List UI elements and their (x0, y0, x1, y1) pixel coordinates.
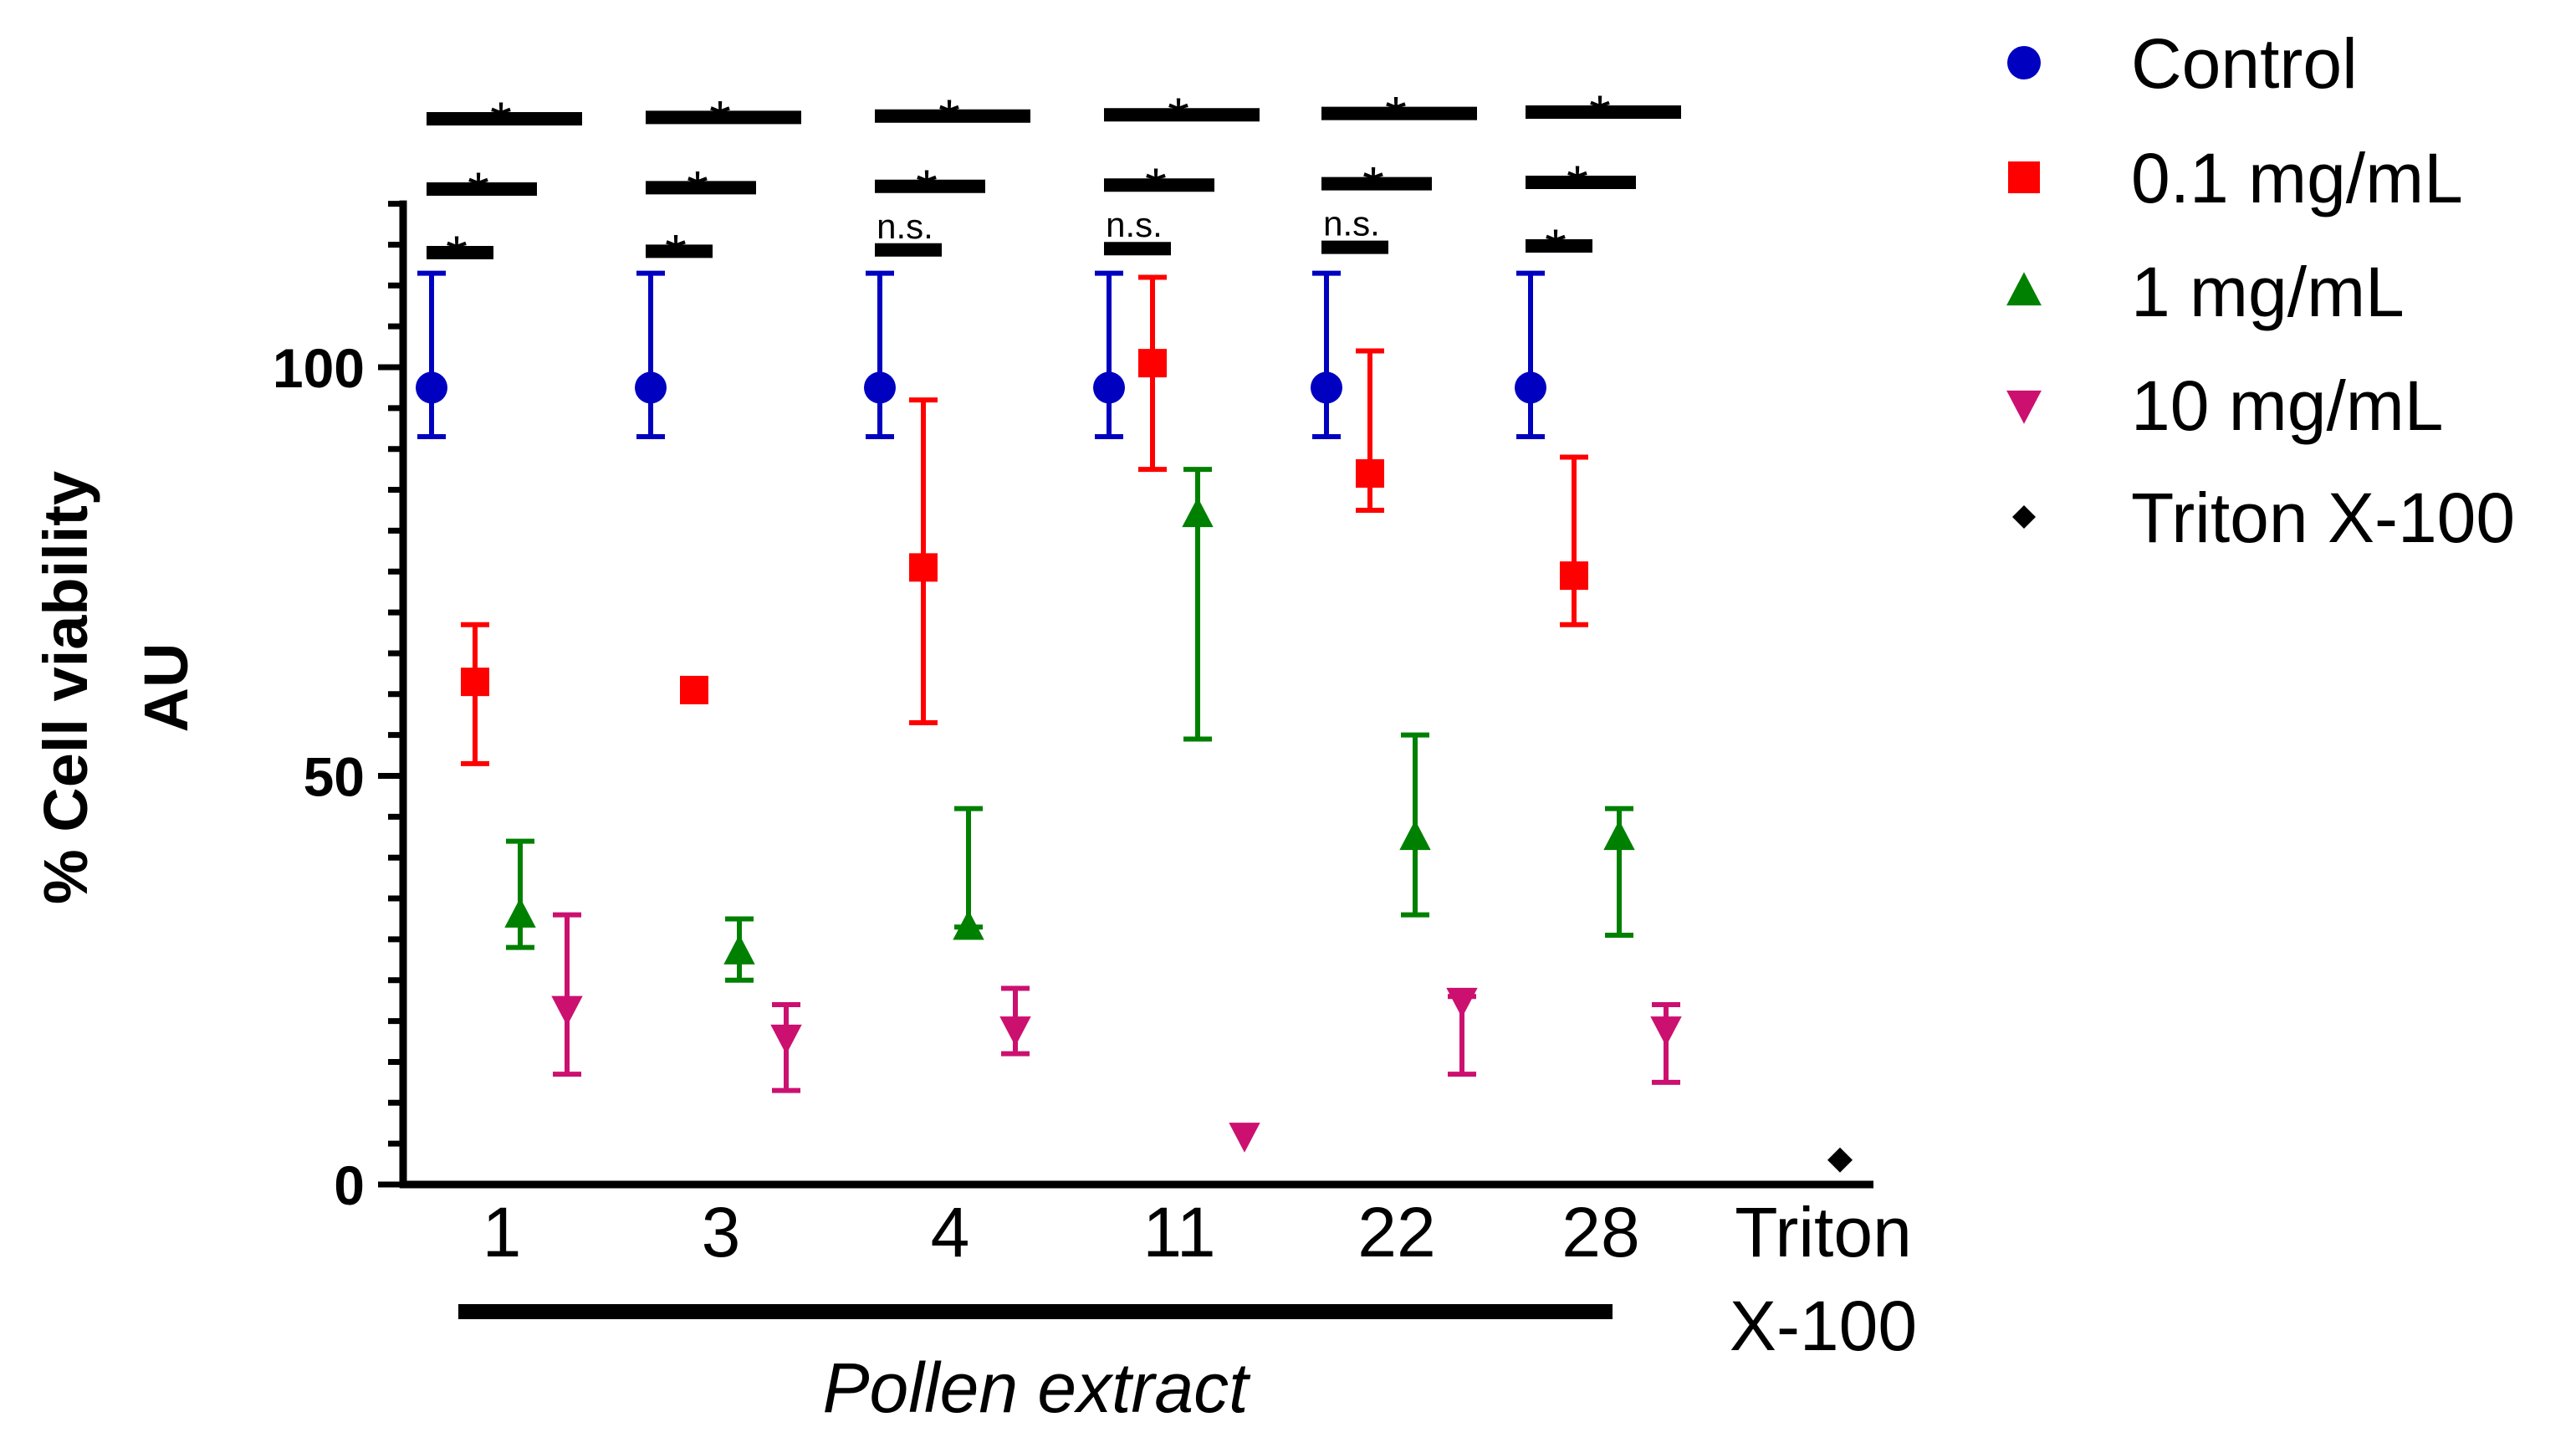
y-axis-title: % Cell viability AU (31, 471, 201, 904)
category-label-triton-line2: X-100 (1730, 1287, 1917, 1365)
data-point-control (416, 371, 447, 404)
data-point-10-mg-ml (1446, 987, 1478, 1018)
significance-star: * (709, 89, 731, 151)
series-0-1-mg-ml (461, 274, 1588, 766)
legend-marker (2012, 505, 2036, 529)
data-point-control (635, 371, 667, 404)
significance-ns: n.s. (877, 207, 933, 246)
significance-star: * (1362, 156, 1384, 217)
category-label-28: 28 (1561, 1193, 1639, 1271)
category-labels: Triton X-100 1 3 4 11 22 28 (483, 1193, 1917, 1365)
data-point-10-mg-ml (999, 1016, 1031, 1046)
data-point-control (1515, 371, 1546, 404)
series-control (416, 270, 1546, 440)
data-point-control (1093, 371, 1125, 404)
data-point-1-mg-ml (1399, 820, 1431, 851)
significance-star: * (1145, 156, 1167, 218)
significance-star: * (665, 223, 687, 284)
data-point-10-mg-ml (770, 1024, 802, 1055)
y-tick-label: 50 (304, 746, 365, 808)
legend: Control 0.1 mg/mL 1 mg/mL 10 mg/mL Triton X-… (2006, 24, 2515, 557)
data-point-0-1-mg-ml (461, 668, 489, 697)
legend-label: 10 mg/mL (2131, 366, 2444, 445)
data-point-1-mg-ml (504, 898, 536, 928)
significance-star: * (1168, 86, 1189, 148)
y-axis-label-line1: % Cell viability (31, 471, 100, 904)
significance-22: n.s.** (1321, 85, 1477, 254)
legend-label: Control (2131, 24, 2358, 103)
series-triton-x-100 (1827, 1147, 1853, 1173)
y-tick-label: 100 (273, 337, 365, 399)
legend-marker (2008, 161, 2040, 193)
significance-brackets: ******n.s.**n.s.**n.s.***** (427, 84, 1681, 286)
data-point-1-mg-ml (723, 934, 755, 964)
significance-star: * (1545, 217, 1567, 279)
y-axis-label-line2: AU (131, 643, 201, 733)
data-point-10-mg-ml (1650, 1016, 1682, 1046)
data-point-1-mg-ml (953, 909, 984, 940)
legend-label: 1 mg/mL (2131, 253, 2405, 331)
significance-star: * (490, 90, 512, 152)
data-point-1-mg-ml (1603, 820, 1635, 851)
legend-marker (2006, 272, 2042, 306)
legend-item-0-1-mg-ml: 0.1 mg/mL (2008, 139, 2463, 217)
significance-star: * (468, 161, 489, 223)
category-label-4: 4 (931, 1193, 970, 1271)
category-label-22: 22 (1357, 1193, 1435, 1271)
y-tick-label: 0 (334, 1154, 365, 1216)
significance-1: *** (427, 90, 582, 286)
category-label-1: 1 (483, 1193, 522, 1271)
significance-star: * (1567, 154, 1588, 216)
axes: 0 50 100 (273, 200, 1873, 1216)
significance-star: * (1385, 85, 1407, 147)
legend-item-10-mg-ml: 10 mg/mL (2006, 366, 2444, 445)
legend-marker (2007, 46, 2041, 79)
legend-label: Triton X-100 (2131, 478, 2515, 557)
legend-marker (2006, 390, 2042, 424)
data-point-0-1-mg-ml (680, 675, 708, 704)
category-label-3: 3 (702, 1193, 741, 1271)
legend-item-control: Control (2007, 24, 2358, 103)
category-label-triton-line1: Triton (1735, 1193, 1912, 1271)
data-points (416, 270, 1853, 1173)
legend-label: 0.1 mg/mL (2131, 139, 2463, 217)
data-point-triton-x-100 (1827, 1147, 1853, 1173)
data-point-control (864, 371, 896, 404)
data-point-control (1311, 371, 1342, 404)
category-label-11: 11 (1142, 1193, 1215, 1271)
significance-star: * (938, 88, 960, 150)
data-point-0-1-mg-ml (1560, 561, 1588, 591)
data-point-10-mg-ml (1229, 1123, 1260, 1153)
x-axis-label: Pollen extract (823, 1348, 1252, 1427)
legend-item-triton-x-100: Triton X-100 (2012, 478, 2515, 557)
significance-ns: n.s. (1106, 205, 1163, 244)
significance-star: * (1589, 84, 1611, 146)
significance-ns: n.s. (1323, 204, 1380, 243)
significance-star: * (916, 158, 938, 220)
series-10-mg-ml (551, 912, 1682, 1153)
data-point-0-1-mg-ml (909, 553, 938, 582)
data-point-10-mg-ml (551, 995, 583, 1026)
significance-4: n.s.** (875, 88, 1030, 257)
significance-11: n.s.** (1104, 86, 1260, 256)
legend-item-1-mg-ml: 1 mg/mL (2006, 253, 2405, 331)
significance-28: *** (1526, 84, 1681, 279)
significance-star: * (446, 224, 468, 286)
significance-star: * (687, 159, 708, 221)
series-1-mg-ml (504, 467, 1635, 983)
significance-3: *** (646, 89, 801, 284)
data-point-1-mg-ml (1182, 497, 1214, 528)
data-point-0-1-mg-ml (1356, 459, 1384, 489)
data-point-0-1-mg-ml (1138, 349, 1167, 378)
